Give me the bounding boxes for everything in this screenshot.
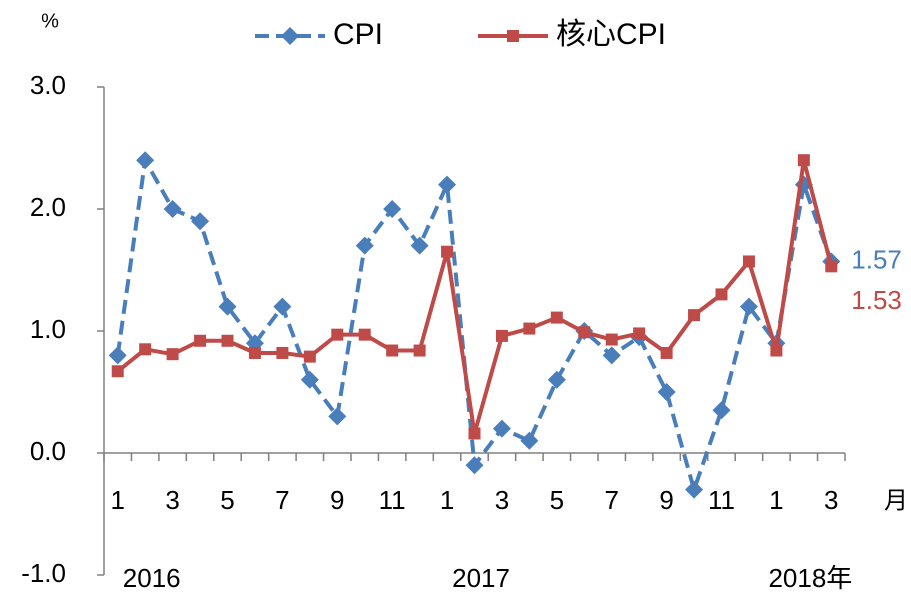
marker (742, 255, 755, 268)
y-tick-label: 3.0 (30, 70, 66, 100)
marker (441, 245, 454, 258)
marker (715, 288, 728, 301)
y-axis-label: % (41, 10, 59, 32)
marker (300, 370, 319, 389)
marker (221, 334, 234, 347)
marker (520, 431, 539, 450)
marker (550, 311, 563, 324)
marker (358, 328, 371, 341)
marker (660, 346, 673, 359)
marker (383, 200, 402, 218)
marker (139, 343, 152, 356)
marker (547, 370, 566, 389)
end-label: 1.53 (851, 285, 902, 315)
year-label: 2018年 (768, 563, 852, 593)
marker (465, 456, 484, 475)
marker (303, 350, 316, 363)
marker (328, 407, 347, 426)
x-tick-label: 3 (495, 485, 509, 515)
end-label: 1.57 (851, 244, 902, 274)
x-tick-label: 9 (330, 485, 344, 515)
marker (825, 260, 838, 273)
series-line (115, 158, 834, 492)
y-tick-label: 2.0 (30, 192, 66, 222)
marker (492, 419, 511, 438)
x-tick-label: 9 (659, 485, 673, 515)
x-tick-label: 11 (379, 485, 406, 515)
marker (410, 236, 429, 255)
marker (657, 383, 676, 401)
x-tick-label: 5 (550, 485, 564, 515)
x-tick-label: 1 (110, 485, 124, 515)
marker (248, 346, 261, 359)
marker (605, 333, 618, 346)
marker (523, 322, 536, 335)
marker (218, 297, 237, 316)
x-tick-label: 7 (275, 485, 289, 515)
marker (797, 154, 810, 167)
marker (108, 346, 127, 365)
marker (281, 27, 299, 45)
marker (770, 344, 783, 357)
marker (685, 480, 704, 499)
marker (495, 329, 508, 342)
marker (136, 151, 155, 170)
marker (712, 401, 731, 420)
marker (194, 334, 207, 347)
marker (355, 236, 374, 255)
marker (163, 200, 182, 218)
legend-label: 核心CPI (556, 18, 666, 51)
x-tick-label: 7 (604, 485, 618, 515)
marker (386, 344, 399, 357)
marker (602, 346, 621, 365)
marker (633, 327, 646, 340)
marker (688, 309, 701, 322)
y-tick-label: 0.0 (30, 436, 66, 466)
x-tick-label: 3 (824, 485, 838, 515)
x-tick-label: 5 (220, 485, 234, 515)
marker (166, 348, 179, 361)
marker (276, 346, 289, 359)
x-tick-label: 1 (440, 485, 454, 515)
marker (468, 427, 481, 440)
x-unit-label: 月 (884, 487, 908, 514)
x-tick-label: 11 (708, 485, 735, 515)
marker (331, 328, 344, 341)
marker (578, 326, 591, 339)
marker (739, 297, 758, 316)
marker (507, 30, 519, 42)
marker (438, 175, 457, 194)
marker (273, 297, 292, 316)
marker (191, 212, 210, 231)
legend-label: CPI (333, 18, 383, 51)
x-tick-label: 1 (769, 485, 783, 515)
year-label: 2017 (452, 563, 510, 593)
y-tick-label: 1.0 (30, 314, 66, 344)
marker (111, 365, 124, 378)
marker (413, 344, 426, 357)
y-tick-label: -1.0 (21, 558, 66, 588)
year-label: 2016 (123, 563, 181, 593)
x-tick-label: 3 (165, 485, 179, 515)
